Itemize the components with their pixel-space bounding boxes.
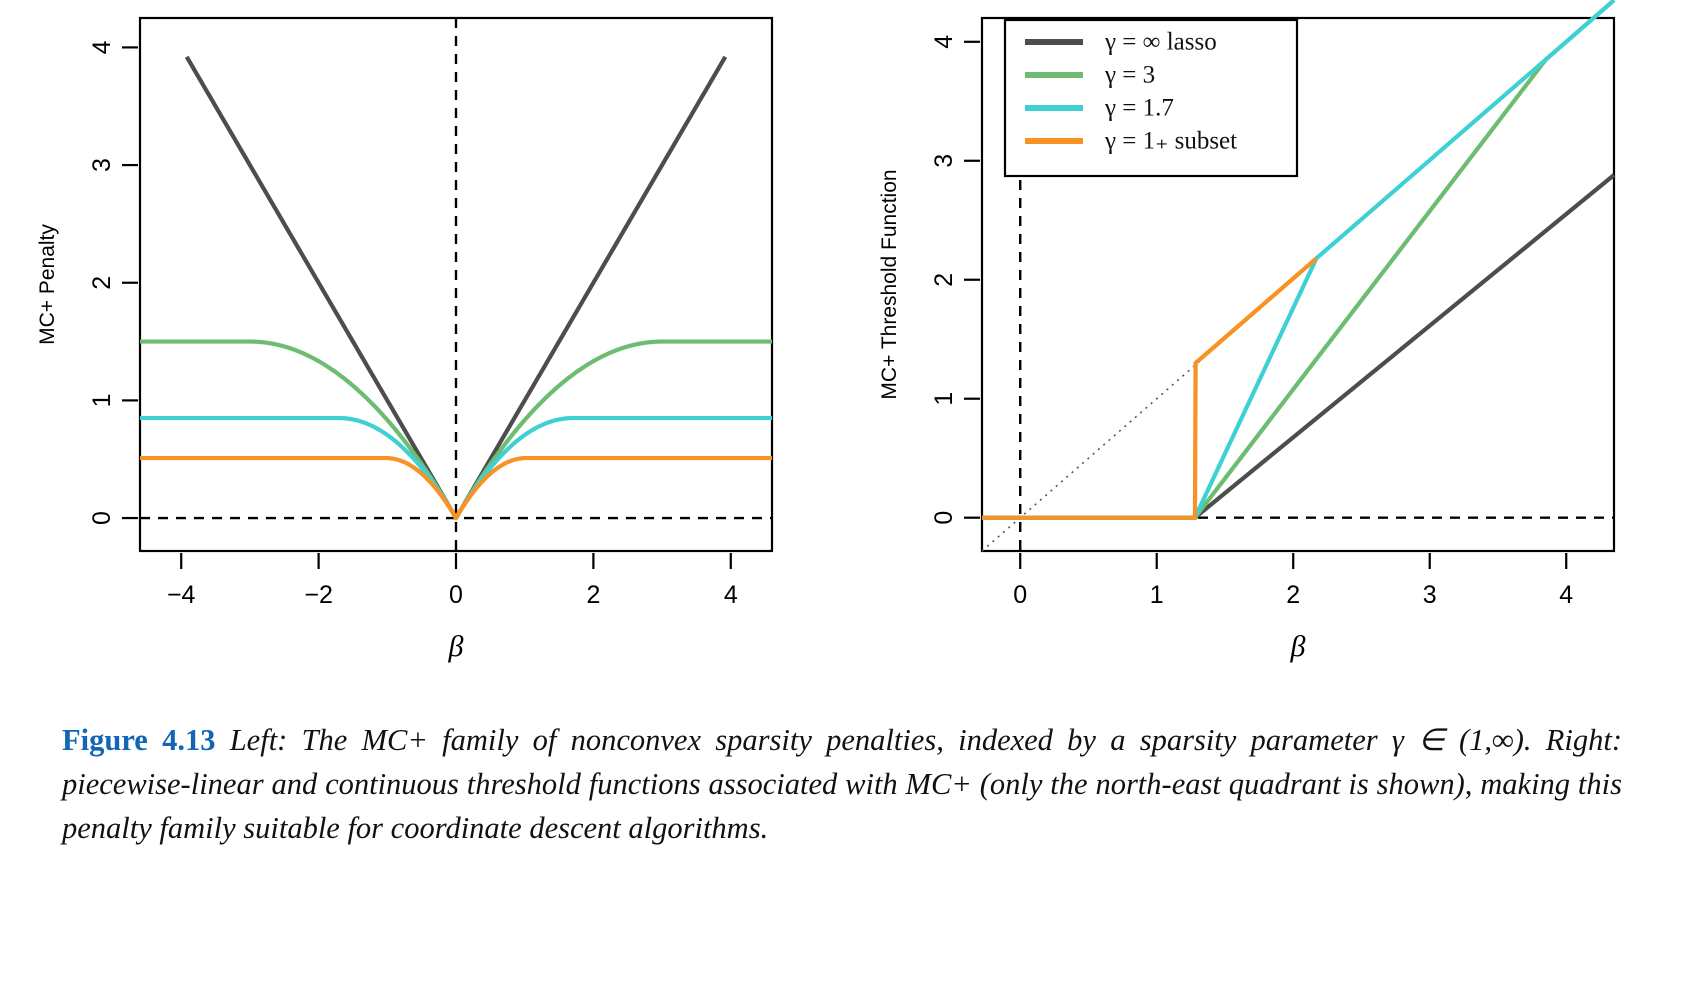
legend-label: γ = ∞ lasso <box>1104 29 1217 56</box>
figure-number: Figure 4.13 <box>62 723 216 757</box>
legend-label: γ = 1₊ subset <box>1104 128 1237 155</box>
x-tick-label: 2 <box>586 581 600 609</box>
x-tick-label: 0 <box>1013 581 1027 609</box>
data-series-line <box>139 455 773 521</box>
legend-label: γ = 1.7 <box>1104 95 1174 122</box>
plot-frame <box>980 16 1616 553</box>
y-tick-label: 4 <box>930 35 958 49</box>
y-tick-label: 2 <box>930 273 958 287</box>
x-tick-label: −4 <box>167 581 196 609</box>
x-tick-label: 4 <box>724 581 738 609</box>
x-axis-title: β <box>1290 630 1306 663</box>
y-tick-label: 3 <box>88 158 116 172</box>
data-series-line <box>982 173 1616 520</box>
y-tick-label: 2 <box>88 276 116 290</box>
figure-caption-text: Left: The MC+ family of nonconvex sparsi… <box>62 723 1622 845</box>
legend-box <box>1003 18 1299 178</box>
right-plot-panel: 0 1 2 3 4 0 1 2 3 4 MC+ Threshold Function β γ = ∞ l… <box>842 0 1684 700</box>
x-tick-label: −2 <box>304 581 333 609</box>
x-axis-title: β <box>448 630 464 663</box>
x-tick-label: 2 <box>1286 581 1300 609</box>
data-series-line <box>982 256 1318 520</box>
x-tick-label: 0 <box>449 581 463 609</box>
y-tick-label: 0 <box>930 511 958 525</box>
x-tick-label: 3 <box>1423 581 1437 609</box>
x-tick-label: 4 <box>1559 581 1573 609</box>
figure-caption: Figure 4.13 Left: The MC+ family of nonc… <box>62 718 1622 850</box>
y-axis-title: MC+ Penalty <box>36 224 59 345</box>
y-tick-label: 4 <box>88 40 116 54</box>
left-plot-panel: −4 −2 0 2 4 0 1 2 3 4 MC+ Penalty β <box>0 0 842 700</box>
y-axis-title: MC+ Threshold Function <box>878 169 901 399</box>
y-tick-label: 0 <box>88 511 116 525</box>
mc-plus-threshold-chart: 0 1 2 3 4 0 1 2 3 4 MC+ Threshold Function β γ = ∞ l… <box>878 0 1616 663</box>
y-tick-label: 1 <box>930 392 958 406</box>
y-tick-label: 3 <box>930 154 958 168</box>
mc-plus-penalty-chart: −4 −2 0 2 4 0 1 2 3 4 MC+ Penalty β <box>36 16 774 663</box>
x-tick-label: 1 <box>1150 581 1164 609</box>
legend-label: γ = 3 <box>1104 62 1155 89</box>
legend: γ = ∞ lasso γ = 3 γ = 1.7 γ = 1₊ subset <box>1003 18 1299 178</box>
y-tick-label: 1 <box>88 393 116 407</box>
